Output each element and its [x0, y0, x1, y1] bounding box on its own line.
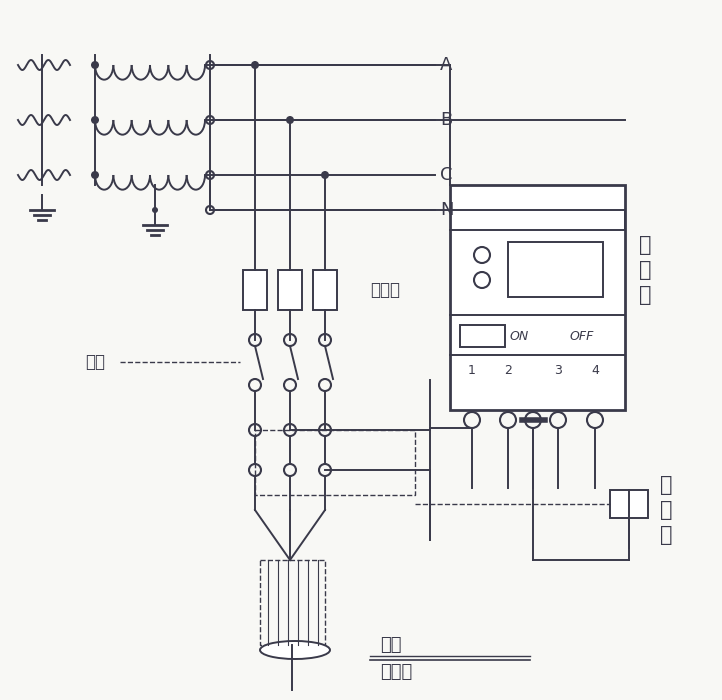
Text: A: A	[440, 56, 453, 74]
Text: 盒: 盒	[639, 285, 651, 305]
Bar	[313, 270, 337, 310]
Text: 触: 触	[660, 500, 672, 520]
Circle shape	[286, 116, 294, 124]
Text: 熔断器: 熔断器	[370, 281, 400, 299]
Bar	[255, 430, 415, 495]
Text: N: N	[440, 201, 453, 219]
Text: 制: 制	[639, 260, 651, 280]
Bar	[243, 270, 267, 310]
Circle shape	[91, 61, 99, 69]
Circle shape	[321, 171, 329, 179]
Text: 1: 1	[468, 363, 476, 377]
Circle shape	[91, 116, 99, 124]
Circle shape	[251, 61, 259, 69]
Text: ON: ON	[510, 330, 529, 342]
Ellipse shape	[260, 641, 330, 659]
Text: 3: 3	[554, 363, 562, 377]
Circle shape	[91, 171, 99, 179]
Text: 控: 控	[639, 235, 651, 255]
Bar	[278, 270, 302, 310]
Text: 至用户: 至用户	[380, 663, 412, 681]
Circle shape	[152, 207, 158, 213]
Text: 4: 4	[591, 363, 599, 377]
Text: 接: 接	[660, 475, 672, 495]
Text: OFF: OFF	[570, 330, 594, 342]
Text: B: B	[440, 111, 452, 129]
Text: 控头: 控头	[380, 636, 401, 654]
Text: 器: 器	[660, 525, 672, 545]
Bar	[508, 242, 603, 297]
Bar	[450, 185, 625, 410]
Bar	[260, 560, 325, 645]
Bar	[460, 325, 505, 347]
Text: 2: 2	[504, 363, 512, 377]
Text: C: C	[440, 166, 453, 184]
Bar	[610, 490, 648, 518]
Text: 刀闸: 刀闸	[85, 353, 105, 371]
